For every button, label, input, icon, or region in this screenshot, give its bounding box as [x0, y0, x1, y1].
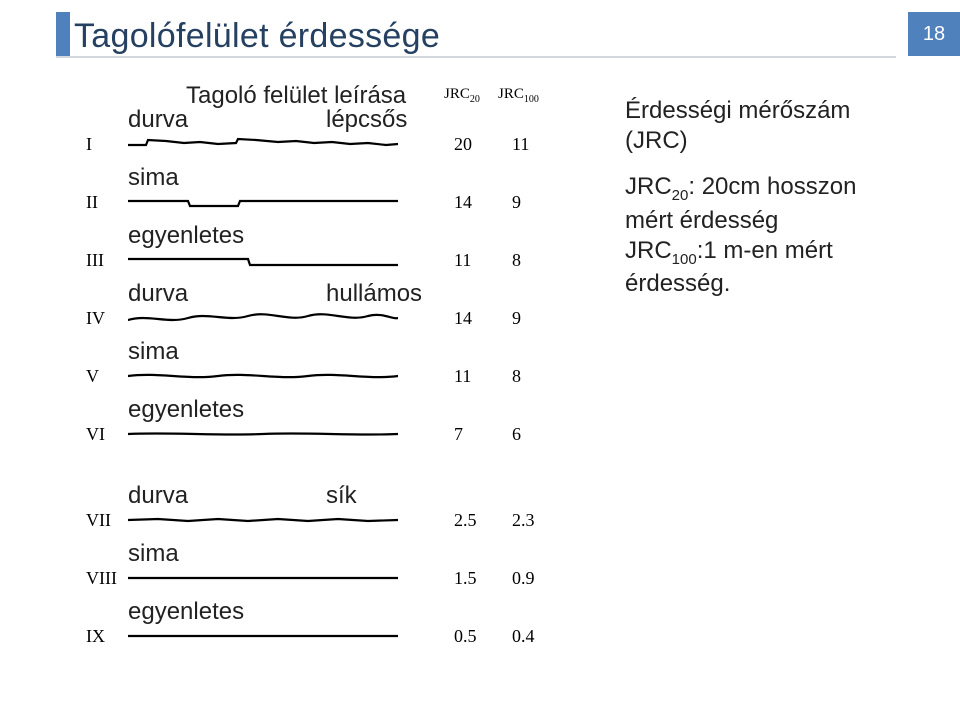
jrc100-value: 9 — [512, 308, 521, 329]
jrc20-sub: 20 — [672, 187, 689, 204]
jrc100-value: 8 — [512, 250, 521, 271]
jrc20-header-sub: 20 — [470, 94, 480, 105]
roughness-profile — [128, 194, 398, 212]
jrc100-label: JRC — [625, 237, 672, 264]
jrc20-value: 1.5 — [454, 568, 477, 589]
qualifier-label: sima — [128, 540, 179, 568]
slide-page: Tagolófelület érdessége 18 Tagoló felüle… — [0, 0, 960, 717]
qualifier-label: sima — [128, 338, 179, 366]
roman-numeral: IV — [86, 308, 105, 329]
qualifier-label: egyenletes — [128, 222, 244, 250]
jrc20-value: 7 — [454, 424, 463, 445]
jrc20-definition: JRC20: 20cm hosszon mért érdesség JRC100… — [625, 172, 935, 299]
roman-numeral: I — [86, 134, 92, 155]
jrc20-value: 14 — [454, 192, 472, 213]
qualifier-label: egyenletes — [128, 396, 244, 424]
roughness-profile — [128, 426, 398, 444]
jrc100-value: 0.9 — [512, 568, 535, 589]
roughness-profile — [128, 512, 398, 530]
roughness-profile — [128, 628, 398, 646]
roughness-profile — [128, 368, 398, 386]
roman-numeral: VI — [86, 424, 105, 445]
jrc100-sub: 100 — [672, 250, 697, 267]
title-bar: Tagolófelület érdessége — [56, 12, 440, 56]
jrc20-value: 2.5 — [454, 510, 477, 531]
jrc100-header: JRC100 — [498, 86, 539, 105]
jrc-def-line2: (JRC) — [625, 127, 688, 154]
jrc100-text: :1 m-en mért — [697, 237, 833, 264]
jrc-definition: Érdességi mérőszám (JRC) — [625, 96, 935, 156]
explanation-panel: Érdességi mérőszám (JRC) JRC20: 20cm hos… — [625, 96, 935, 315]
qualifier-label: durva — [128, 482, 188, 510]
roughness-profile — [128, 252, 398, 270]
title-accent-block — [56, 12, 70, 56]
jrc20-value: 14 — [454, 308, 472, 329]
jrc20-label: JRC — [625, 173, 672, 200]
title-underline — [56, 56, 896, 58]
page-number-badge: 18 — [908, 12, 960, 56]
jrc20-value: 0.5 — [454, 626, 477, 647]
jrc100-value: 9 — [512, 192, 521, 213]
qualifier-label: durva — [128, 106, 188, 134]
jrc100-value: 6 — [512, 424, 521, 445]
jrc20-header-text: JRC — [444, 86, 470, 102]
qualifier-label: egyenletes — [128, 598, 244, 626]
roman-numeral: II — [86, 192, 98, 213]
group-label: hullámos — [326, 280, 422, 308]
jrc20-header: JRC20 — [444, 86, 480, 105]
jrc20-value: 20 — [454, 134, 472, 155]
jrc100-text2: érdesség. — [625, 270, 730, 297]
roman-numeral: IX — [86, 626, 105, 647]
jrc20-text: : 20cm hosszon — [688, 173, 856, 200]
roman-numeral: VIII — [86, 568, 117, 589]
jrc100-value: 11 — [512, 134, 529, 155]
jrc20-text2: mért érdesség — [625, 207, 778, 234]
roman-numeral: III — [86, 250, 104, 271]
roughness-profile — [128, 136, 398, 154]
jrc100-header-text: JRC — [498, 86, 524, 102]
jrc100-value: 8 — [512, 366, 521, 387]
roman-numeral: V — [86, 366, 99, 387]
group-label: sík — [326, 482, 357, 510]
roughness-profile — [128, 570, 398, 588]
qualifier-label: durva — [128, 280, 188, 308]
group-label: lépcsős — [326, 106, 407, 134]
jrc100-header-sub: 100 — [524, 94, 539, 105]
jrc100-value: 2.3 — [512, 510, 535, 531]
page-number: 18 — [923, 23, 945, 46]
jrc-def-line1: Érdességi mérőszám — [625, 97, 850, 124]
roughness-profile — [128, 310, 398, 328]
jrc20-value: 11 — [454, 250, 471, 271]
jrc100-value: 0.4 — [512, 626, 535, 647]
roman-numeral: VII — [86, 510, 111, 531]
jrc20-value: 11 — [454, 366, 471, 387]
slide-title: Tagolófelület érdessége — [74, 17, 440, 56]
qualifier-label: sima — [128, 164, 179, 192]
